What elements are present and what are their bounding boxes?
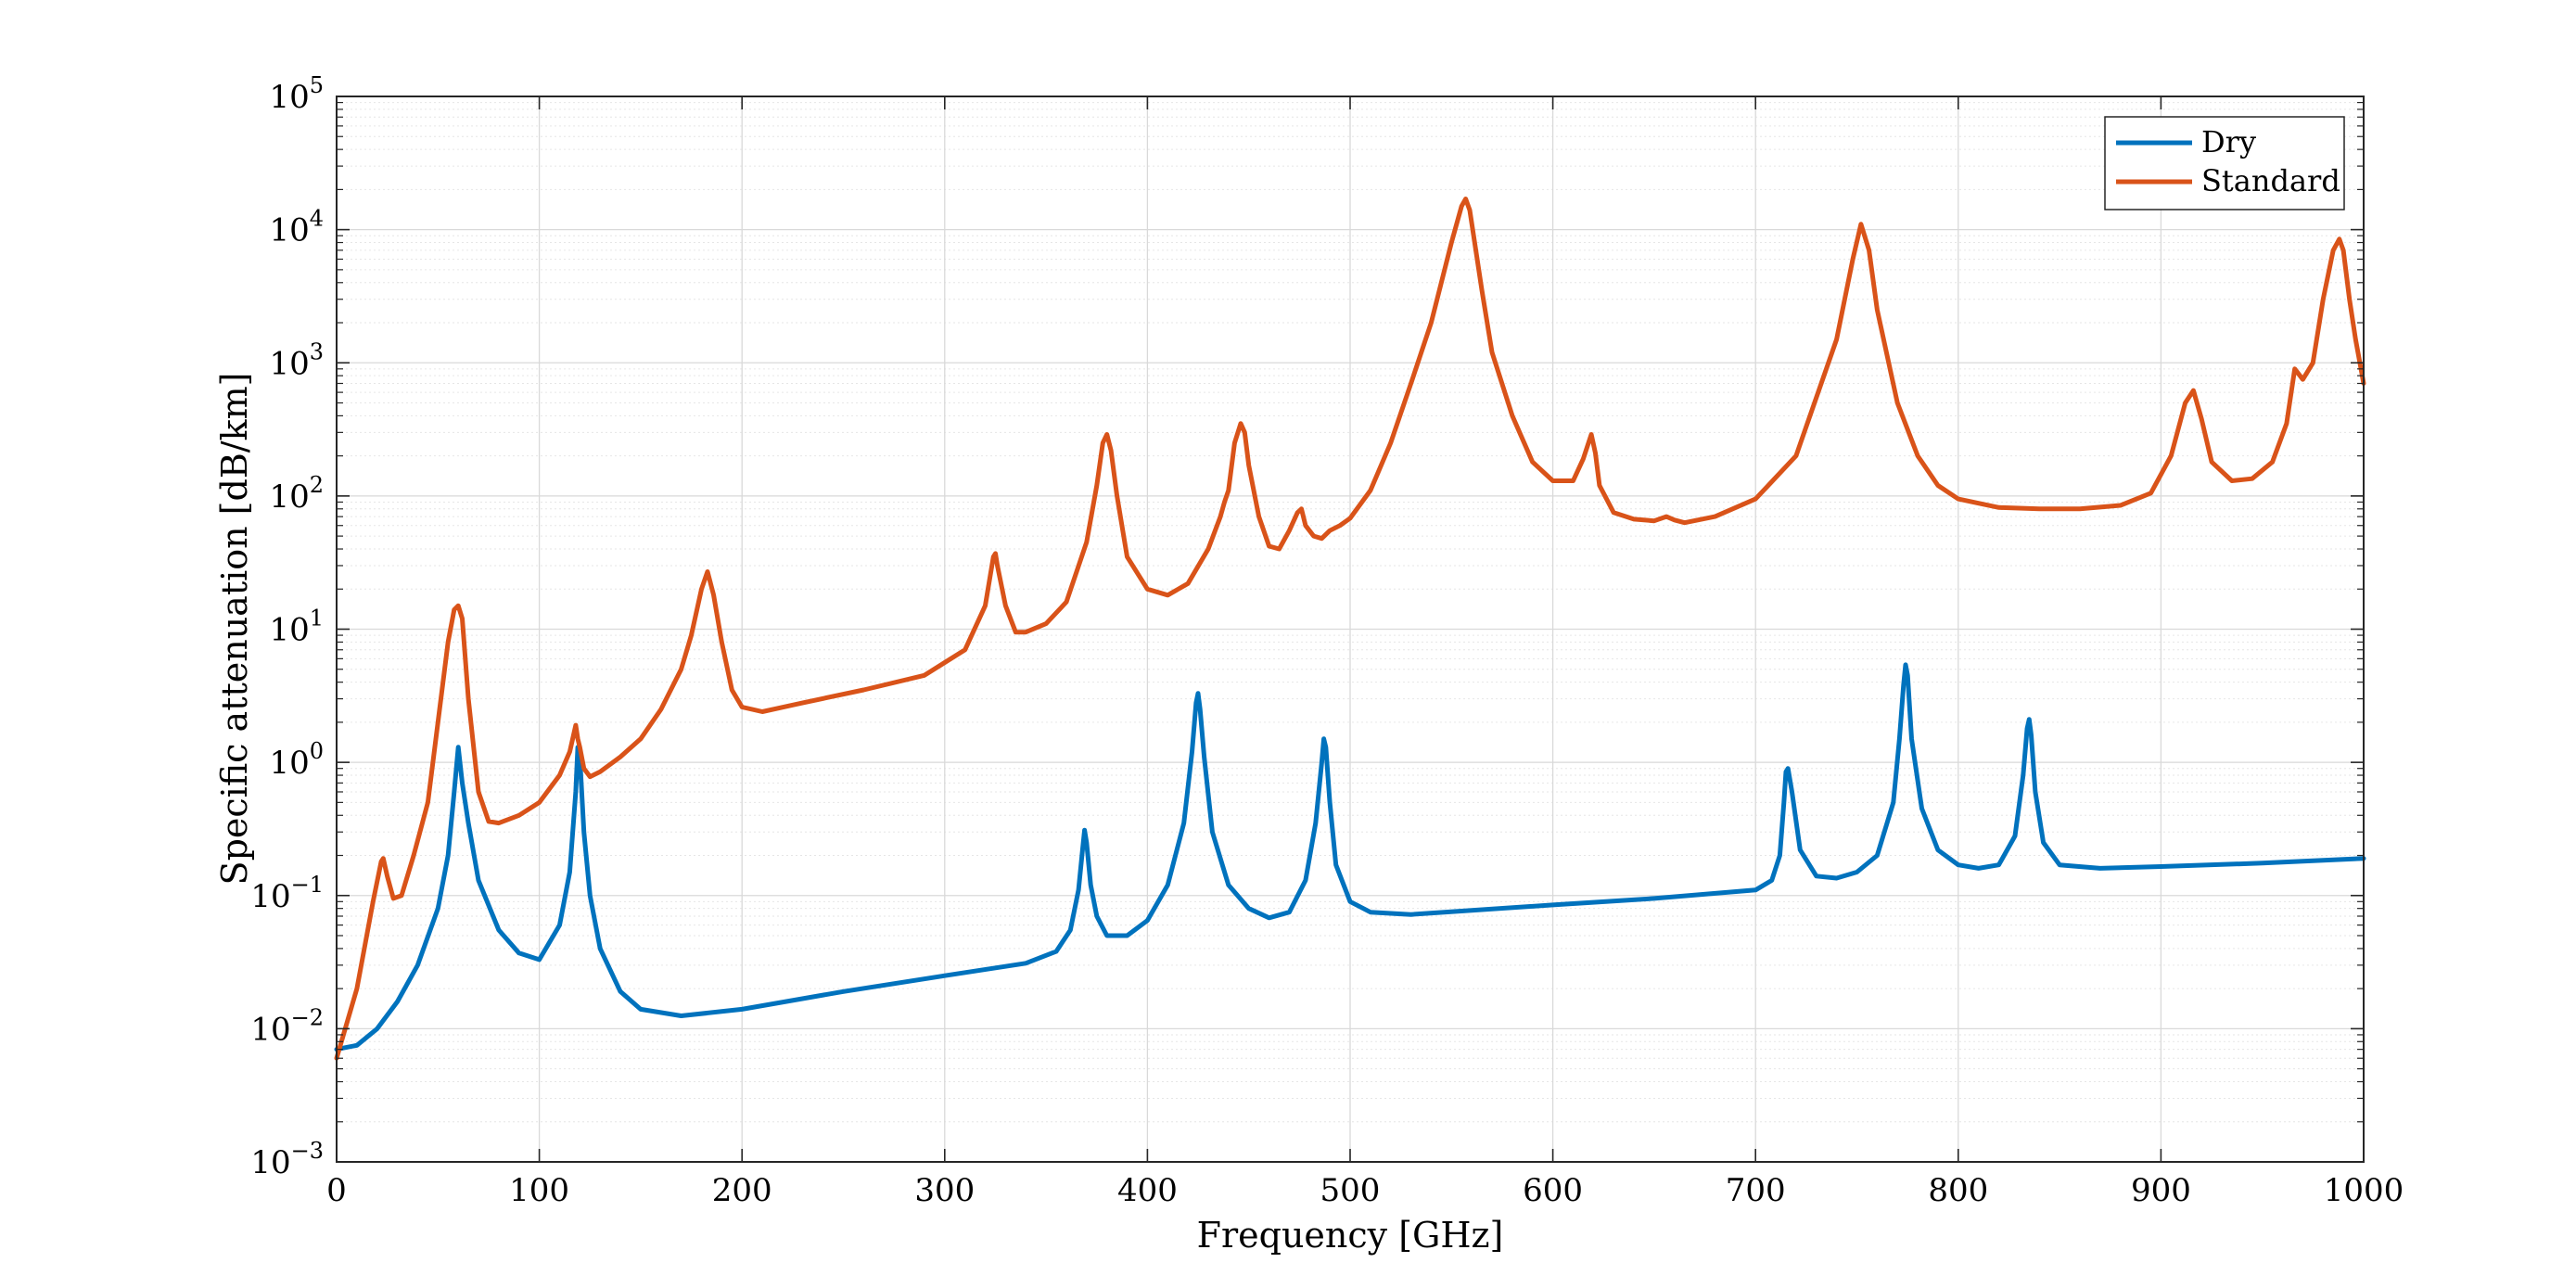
x-tick-label: 500 (1320, 1172, 1381, 1209)
x-tick-label: 700 (1726, 1172, 1786, 1209)
y-tick-label: 103 (269, 338, 324, 382)
x-tick-labels: 0 100 200 300 400 500 600 700 800 900 1000 (326, 1172, 2404, 1209)
y-tick-label: 102 (269, 472, 324, 516)
x-tick-label: 0 (326, 1172, 347, 1209)
x-tick-label: 1000 (2324, 1172, 2404, 1209)
series-line-dry (334, 662, 2366, 1052)
x-tick-label: 100 (509, 1172, 569, 1209)
x-tick-label: 600 (1523, 1172, 1583, 1209)
grid-minor (337, 102, 2364, 1123)
axis-ticks (336, 96, 2365, 1163)
grid-major (337, 96, 2364, 1162)
y-tick-label: 101 (269, 606, 324, 649)
y-tick-label: 105 (269, 72, 324, 116)
x-axis-label: Frequency [GHz] (1197, 1215, 1504, 1256)
legend-box (2104, 116, 2345, 210)
x-tick-label: 400 (1117, 1172, 1178, 1209)
x-tick-label: 300 (914, 1172, 975, 1209)
y-tick-label: 104 (269, 206, 324, 249)
y-tick-labels: 10−3 10−2 10−1 100 101 102 103 104 105 (250, 72, 324, 1181)
y-tick-label: 10−2 (250, 1004, 324, 1048)
x-tick-label: 900 (2131, 1172, 2191, 1209)
y-tick-label: 10−3 (250, 1138, 324, 1181)
series-line-standard (334, 197, 2366, 1061)
y-tick-label: 10−1 (250, 872, 324, 915)
y-tick-label: 100 (269, 738, 324, 782)
y-axis-label: Specific attenuation [dB/km] (214, 373, 255, 886)
series-layer (334, 197, 2366, 1061)
legend: Dry Standard (2104, 116, 2345, 210)
x-tick-label: 200 (712, 1172, 772, 1209)
x-tick-label: 800 (1928, 1172, 1988, 1209)
legend-label-dry: Dry (2201, 124, 2256, 159)
legend-label-standard: Standard (2201, 163, 2340, 198)
